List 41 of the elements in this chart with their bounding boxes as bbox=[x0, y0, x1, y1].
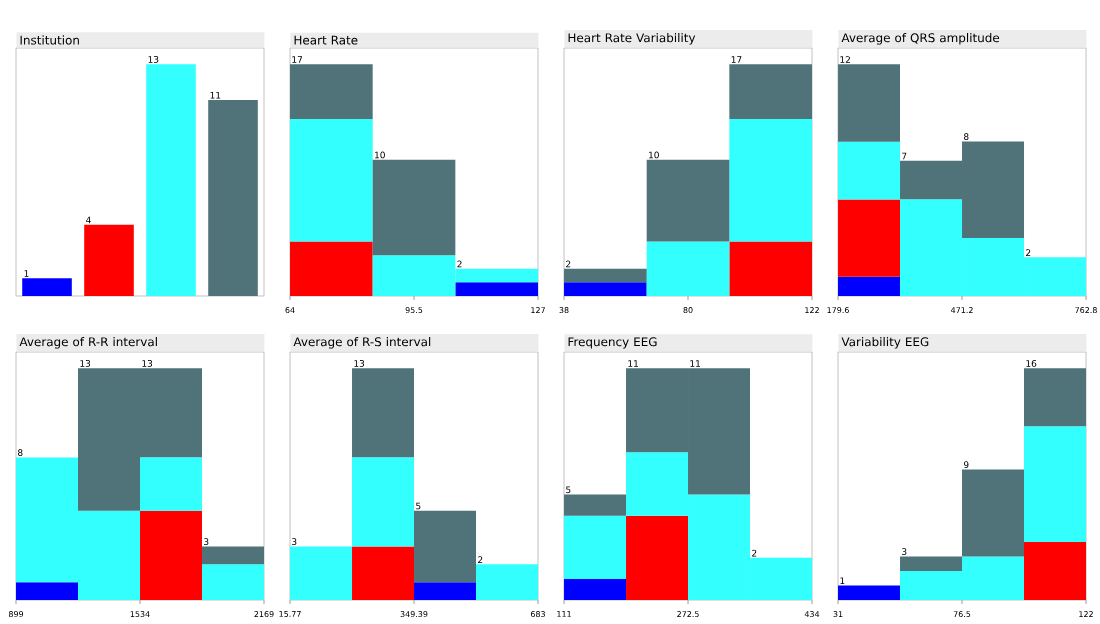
bar bbox=[290, 118, 373, 242]
bar bbox=[290, 241, 373, 296]
bar bbox=[476, 564, 539, 600]
bar bbox=[208, 99, 258, 296]
bar bbox=[290, 64, 373, 119]
bar bbox=[729, 64, 812, 119]
bar bbox=[372, 159, 456, 256]
bar bbox=[352, 457, 415, 547]
bar bbox=[646, 159, 730, 242]
bar bbox=[1024, 368, 1086, 427]
bar bbox=[140, 510, 203, 600]
bar bbox=[290, 546, 353, 600]
bar bbox=[202, 564, 265, 600]
bar bbox=[16, 582, 79, 600]
bar bbox=[146, 64, 196, 296]
bar bbox=[729, 118, 812, 242]
bar bbox=[564, 494, 627, 516]
bar bbox=[646, 241, 730, 296]
bar bbox=[140, 457, 203, 511]
bar bbox=[84, 224, 134, 296]
bar bbox=[838, 199, 901, 277]
bar bbox=[1024, 426, 1086, 543]
bar bbox=[564, 268, 647, 283]
bar bbox=[414, 510, 477, 583]
bar bbox=[564, 578, 627, 600]
bar bbox=[838, 276, 901, 296]
bar bbox=[729, 241, 812, 296]
bar bbox=[900, 556, 963, 572]
bar bbox=[455, 282, 539, 296]
bar bbox=[962, 469, 1025, 557]
bar bbox=[22, 278, 72, 296]
bar bbox=[838, 585, 901, 600]
bar bbox=[626, 515, 689, 600]
bar bbox=[564, 515, 627, 579]
bar bbox=[838, 64, 901, 142]
bar bbox=[564, 282, 647, 296]
bar bbox=[352, 368, 415, 458]
bar bbox=[414, 582, 477, 600]
bar bbox=[202, 546, 265, 565]
bar bbox=[1024, 542, 1086, 600]
bar bbox=[352, 546, 415, 600]
